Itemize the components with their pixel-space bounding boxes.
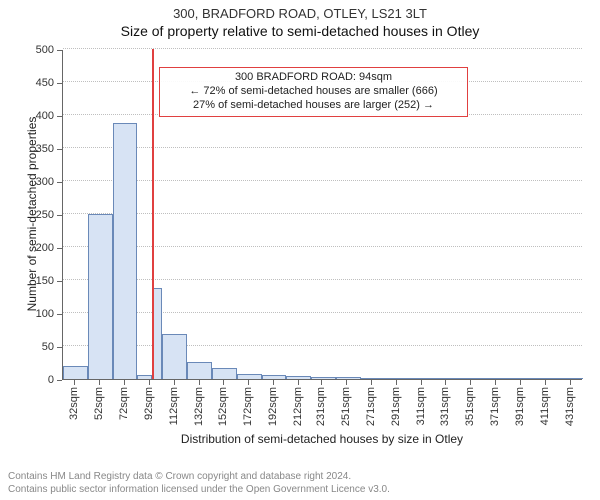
y-tick-mark [57,347,62,348]
x-tick-mark [545,380,546,385]
histogram-bar [88,214,113,379]
y-tick-mark [57,149,62,150]
x-tick-label: 32sqm [68,387,80,420]
x-tick-mark [124,380,125,385]
x-tick-label: 92sqm [143,387,155,420]
histogram-bar [162,334,187,379]
x-tick-mark [570,380,571,385]
x-tick-label: 152sqm [217,387,229,426]
histogram-bar [361,378,386,379]
histogram-bar [485,378,510,379]
x-tick-mark [273,380,274,385]
y-tick-mark [57,116,62,117]
grid-line [63,180,582,181]
histogram-bar [113,123,138,379]
histogram-bar [510,378,535,379]
histogram-bar [286,376,311,379]
grid-line [63,345,582,346]
x-tick-label: 291sqm [390,387,402,426]
histogram-bar [559,378,583,379]
histogram-bar [212,368,237,379]
x-tick-mark [298,380,299,385]
x-tick-label: 331sqm [439,387,451,426]
grid-line [63,279,582,280]
grid-line [63,48,582,49]
x-tick-mark [346,380,347,385]
annotation-line-2: ← 72% of semi-detached houses are smalle… [166,85,461,99]
x-tick-label: 231sqm [315,387,327,426]
address-line: 300, BRADFORD ROAD, OTLEY, LS21 3LT [0,0,600,21]
y-tick-label: 450 [14,77,54,89]
x-tick-label: 371sqm [489,387,501,426]
y-tick-label: 500 [14,44,54,56]
y-tick-mark [57,182,62,183]
y-tick-mark [57,314,62,315]
x-axis-title: Distribution of semi-detached houses by … [62,432,582,446]
x-tick-label: 212sqm [292,387,304,426]
histogram-bar [535,378,560,379]
chart-wrap: 050100150200250300350400450500 32sqm52sq… [0,38,600,453]
grid-line [63,213,582,214]
x-tick-mark [149,380,150,385]
annotation-box: 300 BRADFORD ROAD: 94sqm ← 72% of semi-d… [159,67,468,117]
y-tick-label: 0 [14,374,54,386]
grid-line [63,312,582,313]
annotation-line-3: 27% of semi-detached houses are larger (… [166,99,461,113]
x-tick-label: 112sqm [168,387,180,425]
x-tick-label: 172sqm [242,387,254,426]
x-tick-label: 311sqm [415,387,427,425]
footnote: Contains HM Land Registry data © Crown c… [8,471,592,496]
x-tick-label: 431sqm [564,387,576,426]
grid-line [63,246,582,247]
histogram-bar [237,374,262,379]
y-tick-mark [57,215,62,216]
x-tick-mark [371,380,372,385]
y-tick-mark [57,281,62,282]
x-tick-mark [321,380,322,385]
grid-line [63,147,582,148]
x-tick-mark [99,380,100,385]
x-tick-mark [74,380,75,385]
x-tick-label: 391sqm [514,387,526,426]
x-tick-label: 351sqm [464,387,476,426]
x-tick-mark [248,380,249,385]
histogram-bar [336,377,361,379]
x-tick-label: 52sqm [93,387,105,420]
x-tick-mark [199,380,200,385]
x-tick-label: 192sqm [267,387,279,426]
x-tick-label: 132sqm [193,387,205,426]
y-tick-label: 50 [14,341,54,353]
footnote-line-2: Contains public sector information licen… [8,484,592,497]
x-tick-mark [445,380,446,385]
histogram-bar [262,375,287,379]
y-tick-mark [57,248,62,249]
histogram-bar [137,375,152,379]
chart-container: 300, BRADFORD ROAD, OTLEY, LS21 3LT Size… [0,0,600,500]
y-tick-mark [57,83,62,84]
histogram-bar [63,366,88,379]
x-tick-label: 411sqm [539,387,551,425]
histogram-bar [435,378,460,379]
y-axis-title: Number of semi-detached properties [25,89,39,339]
annotation-line-1: 300 BRADFORD ROAD: 94sqm [166,71,461,85]
histogram-bar [386,378,411,379]
x-tick-mark [396,380,397,385]
x-tick-mark [470,380,471,385]
histogram-bar [460,378,485,379]
histogram-bar [187,362,212,379]
x-tick-mark [495,380,496,385]
histogram-bar [410,378,435,379]
x-tick-mark [520,380,521,385]
reference-line [152,49,154,379]
x-tick-label: 251sqm [340,387,352,426]
x-tick-mark [223,380,224,385]
y-tick-mark [57,50,62,51]
histogram-bar [311,377,336,379]
x-tick-label: 72sqm [118,387,130,420]
y-tick-mark [57,380,62,381]
x-tick-label: 271sqm [365,387,377,426]
x-tick-mark [421,380,422,385]
x-tick-mark [174,380,175,385]
footnote-line-1: Contains HM Land Registry data © Crown c… [8,471,592,484]
